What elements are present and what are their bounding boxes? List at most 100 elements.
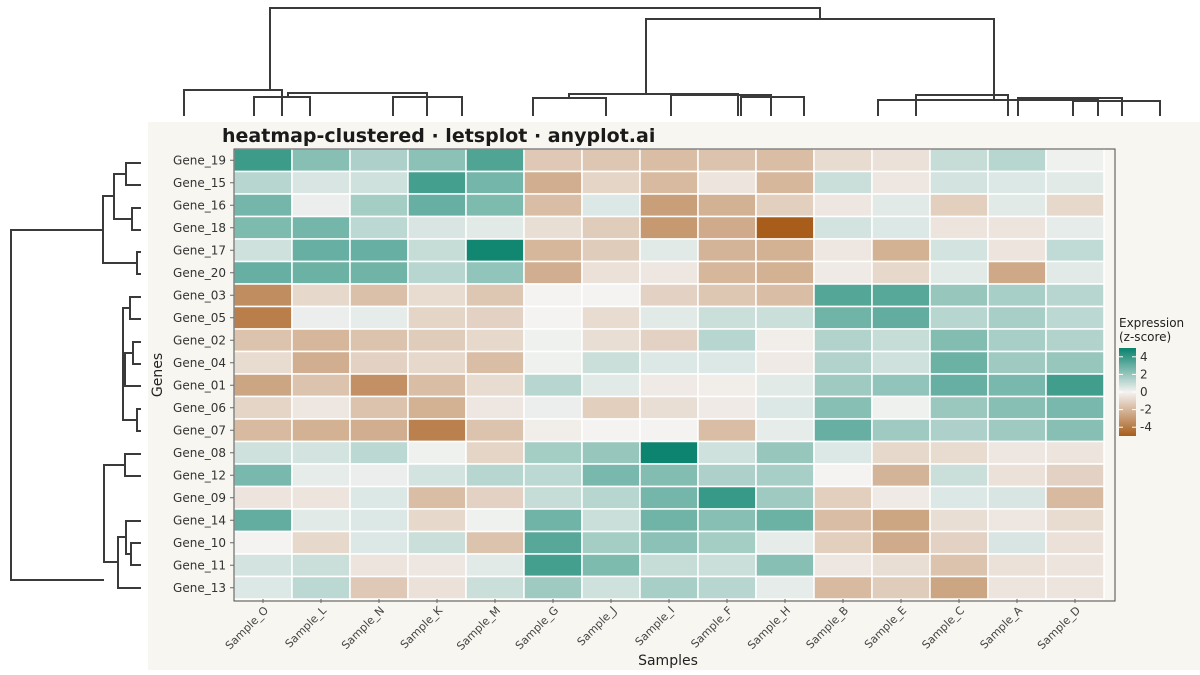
sample-label: Sample_L [283,603,330,650]
heatmap-cell [1045,350,1105,375]
heatmap-cell [523,260,583,285]
heatmap-cell [465,440,525,465]
heatmap-cell [581,305,641,330]
heatmap-cell [697,530,757,555]
row-dendrogram-branch [125,520,141,555]
heatmap-cell [233,350,293,375]
row-dendrogram [10,162,141,589]
heatmap-cell [349,350,409,375]
heatmap-cell [755,305,815,330]
column-dendrogram-branch [740,96,805,116]
heatmap-cell [465,260,525,285]
sample-label: Sample_E [862,604,909,651]
heatmap-cell [871,238,931,263]
heatmap-cell [929,238,989,263]
heatmap-cell [291,193,351,218]
y-axis-title: Genes [150,353,166,397]
sample-label: Sample_I [633,604,678,649]
heatmap-cell [639,575,699,600]
heatmap-cell [929,148,989,173]
heatmap-cell [407,485,467,510]
heatmap-cell [581,215,641,240]
gene-label: Gene_18 [173,221,226,235]
heatmap-cell [407,463,467,488]
heatmap-cell [929,530,989,555]
heatmap-cell [465,575,525,600]
heatmap-cell [349,328,409,353]
heatmap-cell [291,530,351,555]
heatmap-cell [291,328,351,353]
heatmap-cell [581,530,641,555]
heatmap-cell [871,170,931,195]
heatmap-cell [407,238,467,263]
legend-tick-label: -2 [1140,403,1152,417]
legend-ticks: 4 2 0 -2 -4 [1119,350,1152,434]
heatmap-cell [291,418,351,443]
heatmap-cell [871,553,931,578]
heatmap-cell [929,193,989,218]
heatmap-cell [523,350,583,375]
sample-label: Sample_J [575,604,620,649]
heatmap-cell [755,215,815,240]
heatmap-cell [755,238,815,263]
heatmap-cell [349,283,409,308]
heatmap-cell [233,508,293,533]
heatmap-cell [1045,418,1105,443]
heatmap-cell [697,485,757,510]
heatmap-cell [407,260,467,285]
heatmap-cell [349,575,409,600]
heatmap-cell [987,215,1047,240]
heatmap-cell [987,575,1047,600]
plot-frame [233,148,1116,602]
heatmap-cell [871,215,931,240]
heatmap-cell [291,283,351,308]
gene-label: Gene_08 [173,446,226,460]
heatmap-cell [1045,260,1105,285]
heatmap-cell [755,463,815,488]
heatmap-cell [639,148,699,173]
heatmap-cell [349,148,409,173]
heatmap-cell [465,485,525,510]
heatmap-cell [349,193,409,218]
gene-labels: Gene_19 Gene_15 Gene_16 Gene_18 Gene_17 Gene_… [173,153,234,595]
row-dendrogram-branch [113,173,132,220]
gene-label: Gene_20 [173,266,226,280]
heatmap-cell [233,193,293,218]
heatmap-cell [755,148,815,173]
heatmap-cell [871,148,931,173]
heatmap-cell [291,373,351,398]
heatmap-cell [871,440,931,465]
heatmap-cell [465,395,525,420]
heatmap-cell [755,395,815,420]
color-legend: Expression (z-score) 4 2 0 -2 -4 [1119,316,1184,436]
heatmap-cell [291,148,351,173]
heatmap-cell [1045,305,1105,330]
heatmap-cell [233,170,293,195]
heatmap-cell [639,508,699,533]
sample-label: Sample_B [804,604,852,652]
heatmap-cell [407,305,467,330]
heatmap-cell [639,395,699,420]
heatmap-cell [929,395,989,420]
heatmap-cell [639,283,699,308]
heatmap-cell [639,193,699,218]
heatmap-cell [987,328,1047,353]
heatmap-cell [813,463,873,488]
heatmap-cell [349,215,409,240]
heatmap-cell [291,305,351,330]
heatmap-cell [465,508,525,533]
heatmap-cell [987,350,1047,375]
row-dendrogram-branch [132,341,141,365]
heatmap-cell [755,530,815,555]
heatmap-cell [871,350,931,375]
heatmap-cell [523,575,583,600]
row-dendrogram-branch [124,352,141,387]
heatmap-cell [755,418,815,443]
heatmap-cell [871,508,931,533]
heatmap-cell [233,418,293,443]
legend-tick-label: -4 [1140,420,1152,434]
heatmap-cell [581,575,641,600]
heatmap-cell [1045,238,1105,263]
heatmap-cell [871,463,931,488]
